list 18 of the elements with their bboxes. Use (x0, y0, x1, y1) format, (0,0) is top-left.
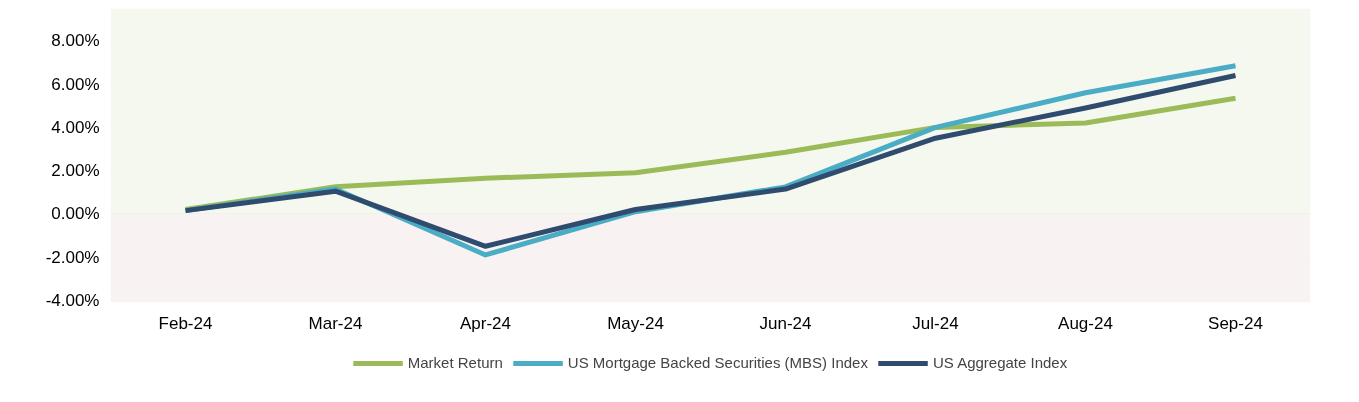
y-tick-label: 0.00% (51, 204, 100, 224)
x-tick-label: Jul-24 (912, 313, 959, 333)
y-tick-label: -4.00% (45, 290, 100, 310)
x-tick-label: Apr-24 (459, 313, 512, 333)
y-tick-label: 8.00% (51, 31, 100, 51)
x-tick-label: Sep-24 (1208, 313, 1263, 333)
x-tick-label: Feb-24 (158, 313, 213, 333)
x-tick-label: May-24 (607, 313, 664, 333)
y-tick-label: -2.00% (45, 247, 100, 267)
y-tick-label: 6.00% (51, 74, 100, 94)
y-tick-label: 4.00% (51, 117, 100, 137)
legend-label: US Aggregate Index (932, 354, 1068, 371)
x-tick-label: Aug-24 (1058, 313, 1113, 333)
legend-label: Market Return (407, 354, 503, 371)
legend-label: US Mortgage Backed Securities (MBS) Index (567, 354, 868, 371)
x-tick-label: Jun-24 (759, 313, 812, 333)
x-tick-label: Mar-24 (308, 313, 363, 333)
y-tick-label: 2.00% (51, 161, 100, 181)
